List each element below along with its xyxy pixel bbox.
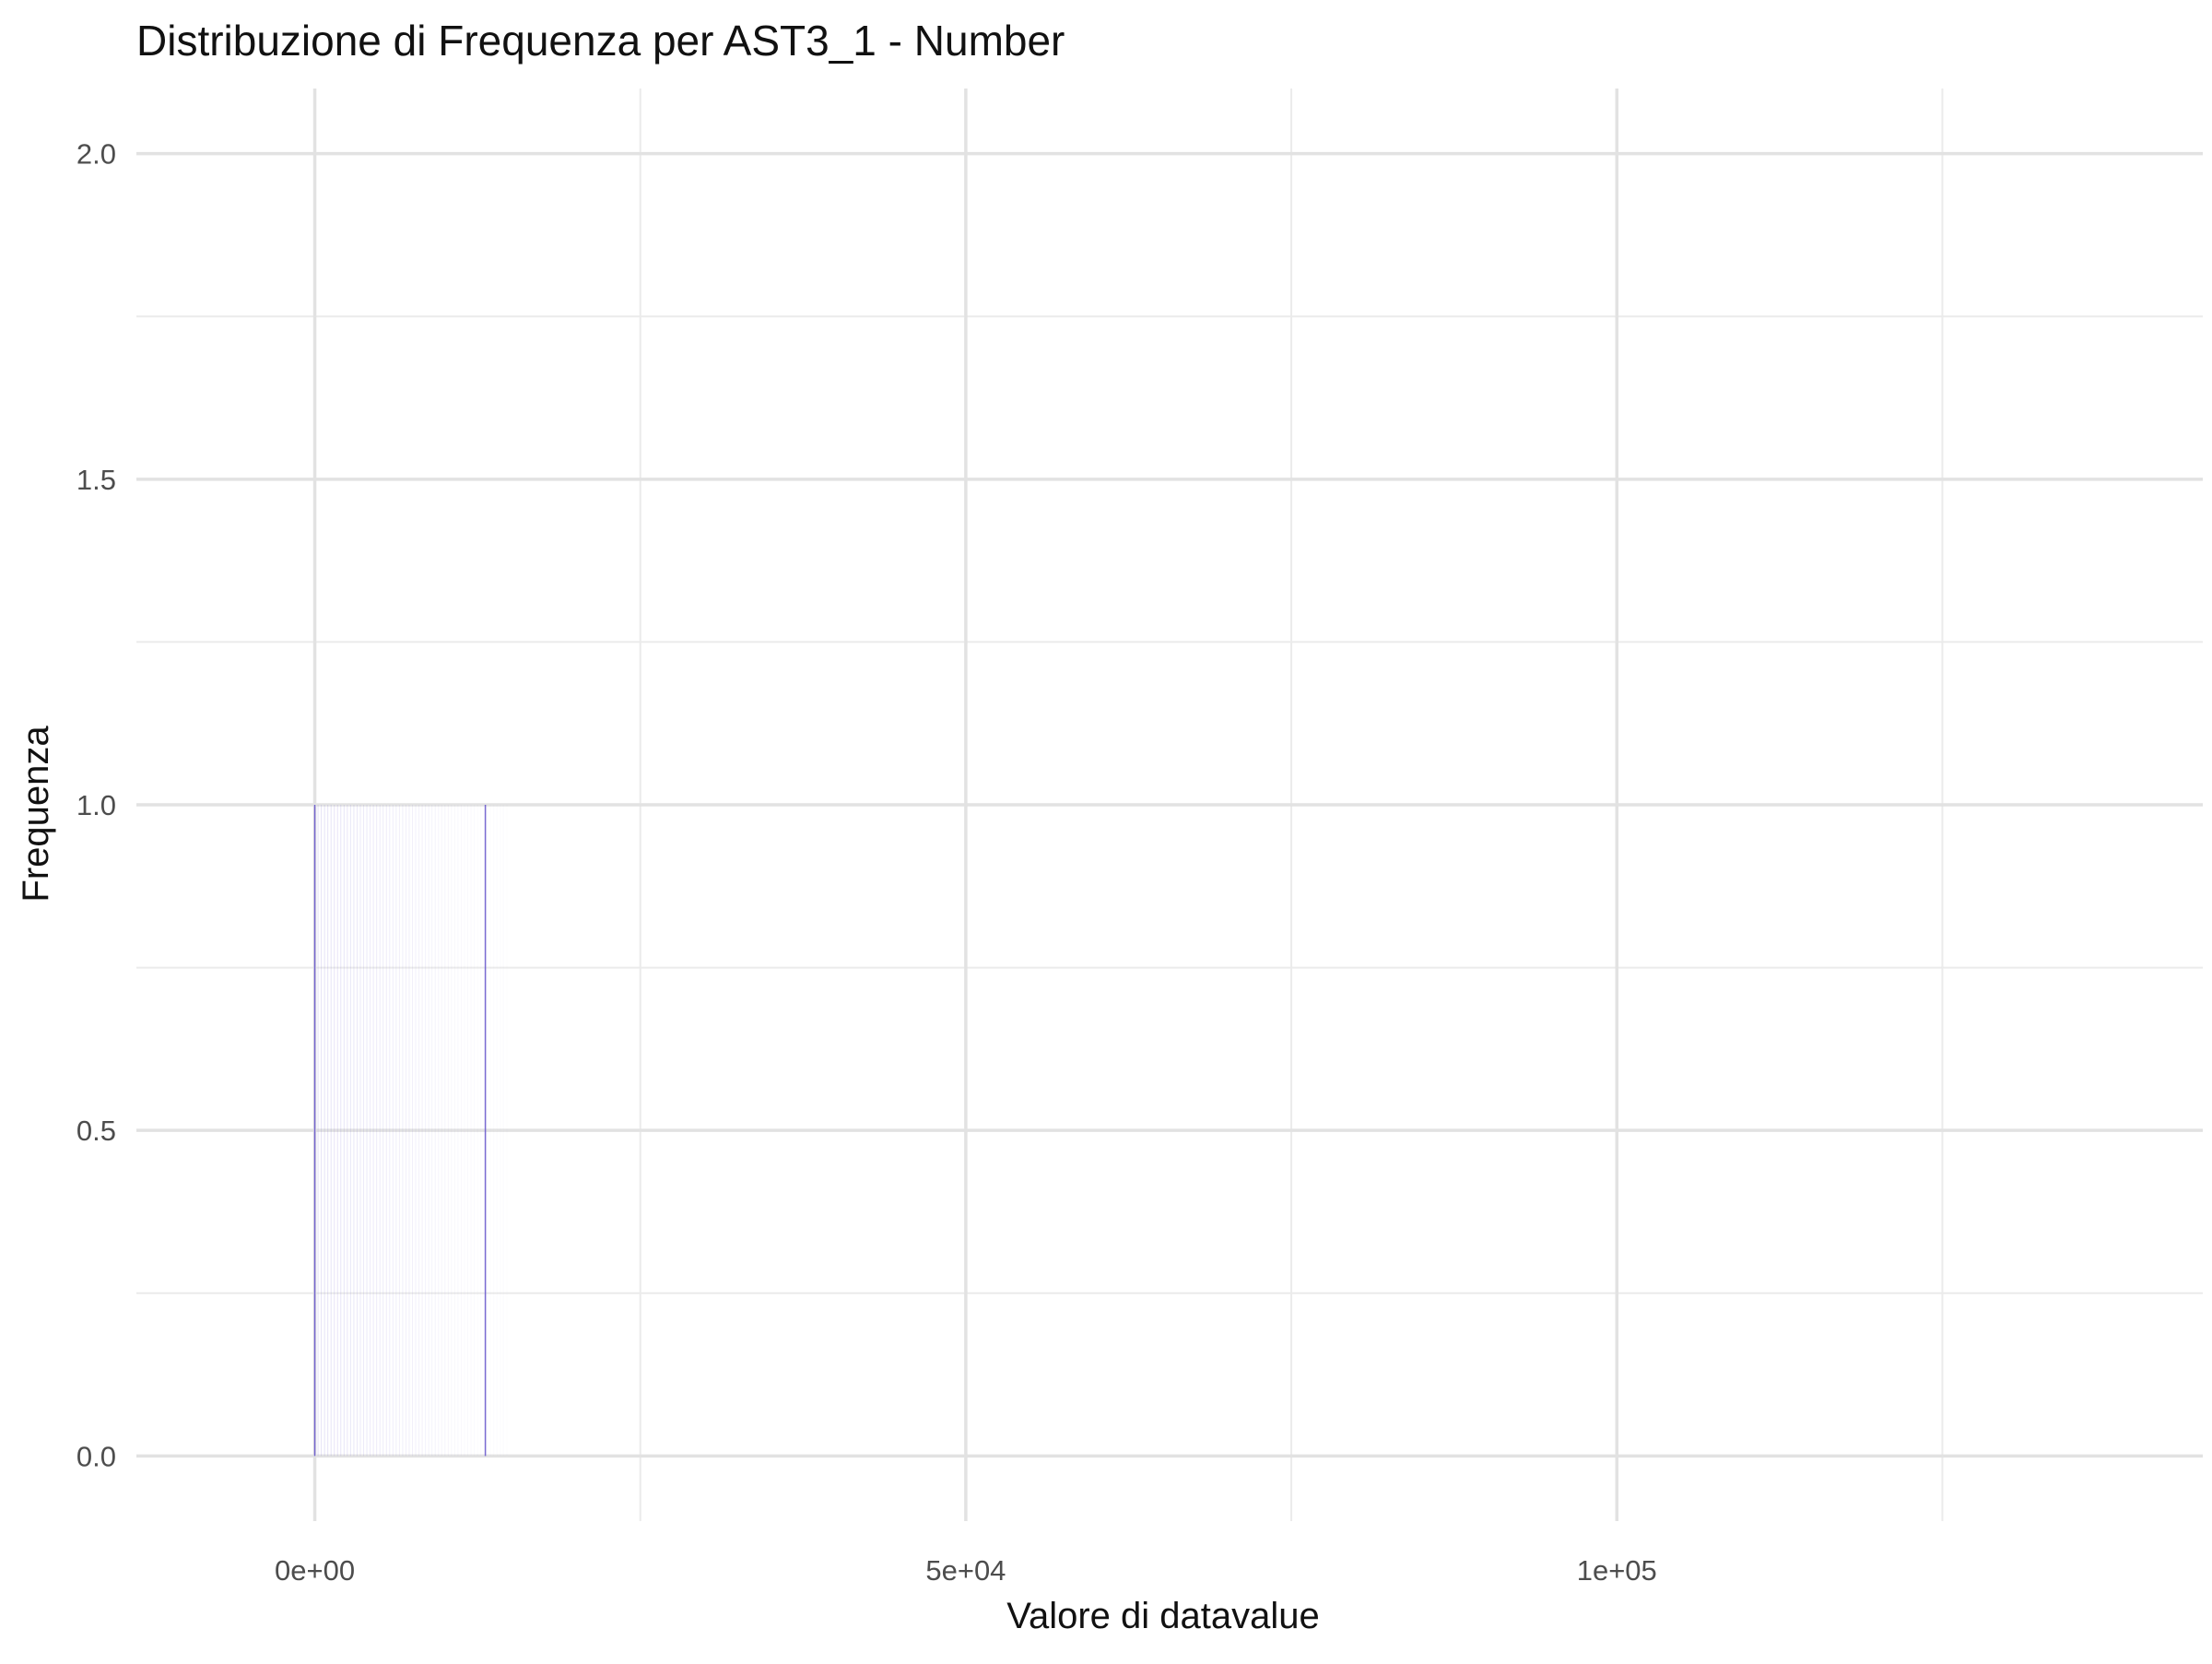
y-tick-labels: 0.0 0.5 1.0 1.5 2.0 xyxy=(76,138,116,1473)
x-tick-label: 0e+00 xyxy=(275,1554,355,1587)
y-tick-label: 1.5 xyxy=(76,464,116,496)
x-tick-labels: 0e+00 5e+04 1e+05 xyxy=(275,1554,1657,1587)
x-tick-label: 1e+05 xyxy=(1577,1554,1657,1587)
y-tick-label: 0.0 xyxy=(76,1440,116,1472)
y-tick-label: 1.0 xyxy=(76,789,116,821)
x-axis-title: Valore di datavalue xyxy=(1006,1596,1320,1636)
y-axis-title: Frequenza xyxy=(16,726,56,903)
y-tick-label: 0.5 xyxy=(76,1115,116,1147)
y-tick-label: 2.0 xyxy=(76,138,116,171)
chart-title: Distribuzione di Frequenza per AST3_1 - … xyxy=(136,17,1065,65)
x-tick-label: 5e+04 xyxy=(925,1554,1006,1587)
bars-layer xyxy=(313,805,487,1457)
